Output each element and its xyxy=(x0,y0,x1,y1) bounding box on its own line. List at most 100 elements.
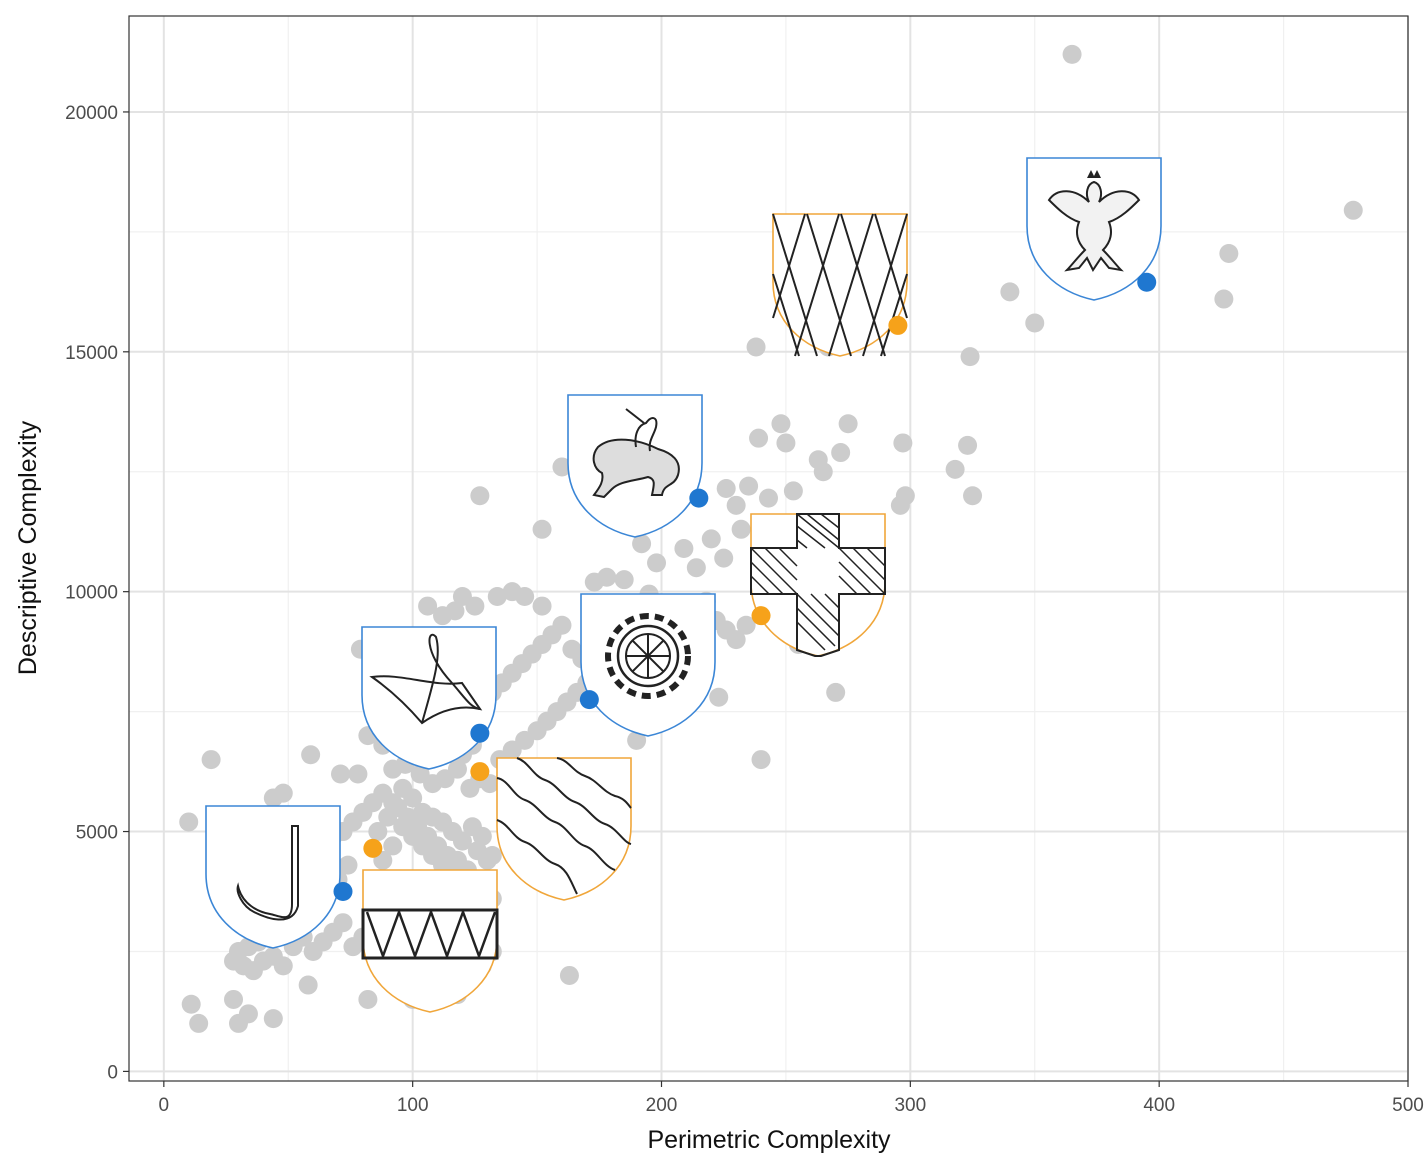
data-point xyxy=(358,989,378,1009)
data-point xyxy=(238,1004,258,1024)
data-point xyxy=(726,495,746,515)
highlight-point xyxy=(888,315,908,335)
data-point xyxy=(552,615,572,635)
highlight-point xyxy=(470,762,490,782)
data-point xyxy=(333,913,353,933)
highlight-point xyxy=(333,882,353,902)
data-point xyxy=(452,831,472,851)
shield-horn xyxy=(361,626,497,770)
data-point xyxy=(736,615,756,635)
data-point xyxy=(759,488,778,508)
data-point xyxy=(838,414,858,434)
data-point xyxy=(890,495,910,515)
data-point xyxy=(338,855,358,875)
shield-cross xyxy=(750,513,886,657)
data-point xyxy=(559,965,579,985)
shield-wheel xyxy=(580,593,716,737)
data-point xyxy=(739,476,759,496)
data-point xyxy=(749,428,769,448)
data-point xyxy=(746,337,766,357)
data-point xyxy=(331,764,351,784)
data-point xyxy=(452,586,472,606)
data-point xyxy=(701,529,721,549)
x-tick-label: 300 xyxy=(894,1095,926,1116)
y-tick-label: 10000 xyxy=(65,583,118,604)
data-point xyxy=(960,347,980,367)
data-point xyxy=(472,826,492,846)
y-tick-label: 20000 xyxy=(65,103,118,124)
data-point xyxy=(584,572,604,592)
data-point xyxy=(627,730,647,750)
data-point xyxy=(515,586,535,606)
data-point xyxy=(263,1009,283,1029)
data-point xyxy=(348,764,368,784)
data-point xyxy=(433,606,453,626)
x-tick-label: 500 xyxy=(1392,1095,1424,1116)
data-point xyxy=(831,443,851,463)
shield-eagle xyxy=(1026,157,1162,301)
data-point xyxy=(958,435,978,455)
highlight-point xyxy=(1137,272,1157,292)
data-point xyxy=(751,750,771,770)
data-point xyxy=(470,486,490,506)
highlight-point xyxy=(689,488,709,508)
data-point xyxy=(532,596,552,616)
shield-trellis xyxy=(772,213,908,357)
data-point xyxy=(776,433,796,453)
data-point xyxy=(686,558,706,578)
data-point xyxy=(1025,313,1045,333)
y-tick-label: 5000 xyxy=(76,823,118,844)
data-point xyxy=(189,1013,209,1033)
data-point xyxy=(945,459,965,479)
highlight-point xyxy=(470,723,490,743)
data-point xyxy=(552,457,572,477)
data-point xyxy=(614,570,634,590)
data-point xyxy=(813,462,833,482)
x-tick-label: 0 xyxy=(159,1095,170,1116)
highlight-point xyxy=(363,838,383,858)
highlight-point xyxy=(751,606,771,626)
data-point xyxy=(1219,243,1239,263)
shield-knight xyxy=(567,394,703,538)
shield-hook xyxy=(205,805,341,949)
data-point xyxy=(1214,289,1234,309)
data-point xyxy=(632,534,652,554)
data-point xyxy=(826,682,846,702)
data-point xyxy=(731,519,751,539)
data-point xyxy=(263,788,283,808)
shield-wavy xyxy=(496,757,632,901)
y-tick-label: 0 xyxy=(107,1062,118,1083)
data-point xyxy=(447,759,467,779)
data-point xyxy=(403,788,423,808)
data-point xyxy=(383,836,403,856)
data-point xyxy=(771,414,791,434)
plot-panel-border xyxy=(128,15,1409,1082)
x-tick-label: 400 xyxy=(1143,1095,1175,1116)
data-point xyxy=(487,586,507,606)
data-point xyxy=(647,553,667,573)
data-point xyxy=(674,539,694,558)
data-point xyxy=(301,745,321,765)
y-tick-label: 15000 xyxy=(65,343,118,364)
data-point xyxy=(418,596,438,616)
shield-zigzag xyxy=(361,869,499,1013)
data-point xyxy=(783,481,803,501)
data-point xyxy=(1343,200,1363,220)
data-point xyxy=(714,548,734,568)
data-point xyxy=(298,975,318,995)
data-point xyxy=(477,850,497,870)
data-point xyxy=(273,956,293,976)
data-point xyxy=(181,994,201,1014)
data-point xyxy=(716,479,736,499)
data-point xyxy=(368,822,388,842)
data-point xyxy=(963,486,983,506)
highlight-point xyxy=(579,690,599,710)
data-point xyxy=(893,433,913,453)
x-axis-title: Perimetric Complexity xyxy=(647,1126,891,1154)
data-point xyxy=(224,989,244,1009)
data-point xyxy=(709,687,729,707)
data-point xyxy=(179,812,199,832)
data-point xyxy=(1062,44,1082,64)
data-point xyxy=(532,519,552,539)
